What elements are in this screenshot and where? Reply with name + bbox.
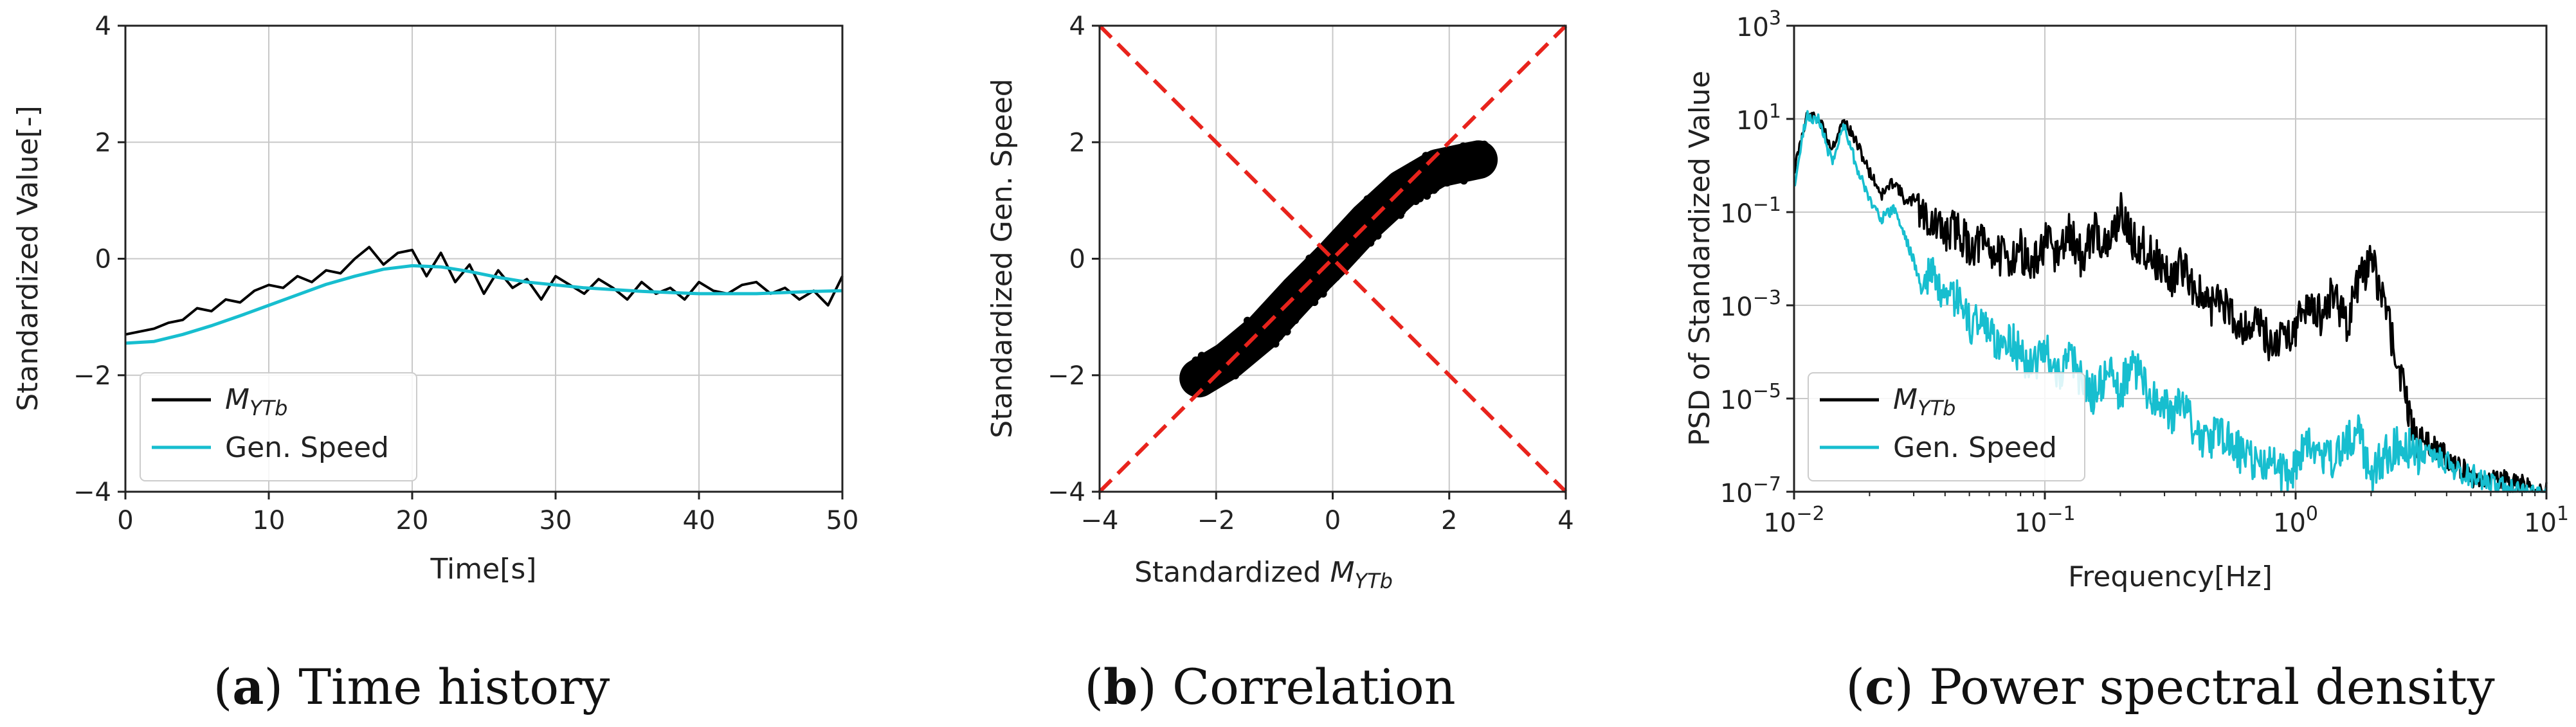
panel-c-xtick-label: 10−2 [1763,503,1824,538]
panel-c-frame [1793,24,2548,493]
caption-a-text: Time history [283,658,610,715]
panel-b-xlabel: Standardized MYTb [1134,556,1393,593]
panel-a-legend-speed-label: Gen. Speed [225,431,389,464]
panel-a: 0 10 20 30 40 50 −4 −2 0 2 4 Time[s] Standardized … [12,12,858,586]
panel-c-xtick-label: 10−1 [2014,503,2075,538]
panel-b-ytick-label: −4 [1048,478,1085,507]
panel-c-legend-mytb-main: M [1893,383,1918,416]
panel-b-xtick-label: −4 [1081,506,1119,535]
panel-b-xtick-label: 0 [1325,506,1341,535]
panel-c-legend-speed-label: Gen. Speed [1893,431,2057,464]
panel-b-ticks: −4 −2 0 2 4 −4 −2 0 2 4 [1048,12,1574,535]
caption-a-letter: a [232,658,264,715]
panel-c-legend-box [1808,372,2085,481]
panel-a-xtick-label: 0 [117,506,133,535]
panel-a-ytick-label: 4 [95,12,111,41]
panel-a-ytick-label: −2 [73,361,111,391]
caption-c-letter: c [1865,658,1894,715]
panel-b-reference-line-antidiagonal [1098,24,1568,494]
panel-a-series [125,246,844,345]
panel-a-xtick-label: 40 [683,506,716,535]
caption-a: (a) Time history [213,658,610,715]
panel-c-ytick-label: 10−7 [1720,473,1781,508]
panel-b-xlabel-math: M [1330,556,1355,589]
panel-c-legend: MYTb Gen. Speed [1808,372,2085,481]
panel-c-ytick-label: 103 [1736,7,1781,42]
panel-a-legend: MYTb Gen. Speed [140,372,417,481]
panel-b-xtick-label: 4 [1557,506,1574,535]
panel-c-xtick-label: 101 [2524,503,2569,538]
panel-a-legend-mytb-main: M [225,383,249,416]
panel-c-series-gen-speed [1793,110,2548,493]
panel-c-legend-mytb-label: MYTb [1893,383,1955,420]
panel-a-legend-box [140,372,417,481]
panel-c-ytick-label: 10−3 [1720,287,1781,322]
panel-b-ytick-label: 2 [1069,128,1085,157]
panel-a-ylabel: Standardized Value[-] [12,105,44,411]
panel-a-ytick-label: 2 [95,128,111,157]
caption-b: (b) Correlation [1084,658,1455,715]
panel-b-ytick-label: 0 [1069,245,1085,274]
panel-a-series-gen-speed [125,264,843,345]
panel-b-ytick-label: −2 [1048,361,1085,391]
panel-b-xlabel-sub: YTb [1355,569,1393,593]
panel-c: 10−2 10−1 100 101 10−7 10−5 10−3 10−1 101 103 Fre… [1683,7,2569,593]
caption-c: (c) Power spectral density [1846,658,2494,715]
panel-c-ytick-label: 10−1 [1720,193,1781,229]
panel-b: −4 −2 0 2 4 −4 −2 0 2 4 Standardized MYTb Standar… [986,12,1574,593]
caption-b-text: Correlation [1157,658,1456,715]
panel-a-xtick-label: 20 [396,506,429,535]
panel-b-ylabel: Standardized Gen. Speed [986,78,1019,438]
panel-c-ytick-label: 10−5 [1720,380,1781,415]
panel-a-legend-mytb-sub: YTb [249,396,287,420]
panel-a-xtick-label: 50 [826,506,859,535]
panel-c-xlabel: Frequency[Hz] [2068,561,2272,593]
panel-a-xlabel: Time[s] [430,553,537,586]
panel-b-reference-line-diagonal [1098,24,1568,494]
panel-b-xlabel-text: Standardized [1134,556,1330,589]
panel-b-xtick-label: −2 [1197,506,1235,535]
panel-a-xtick-label: 10 [253,506,286,535]
panel-a-ytick-label: 0 [95,245,111,274]
panel-b-scatter-density [1179,140,1498,398]
panel-c-ytick-label: 101 [1736,100,1781,136]
panel-a-ticks: 0 10 20 30 40 50 −4 −2 0 2 4 [73,12,858,535]
panel-a-legend-mytb-label: MYTb [225,383,287,420]
panel-b-xtick-label: 2 [1441,506,1457,535]
panel-a-ytick-label: −4 [73,478,111,507]
panel-b-reference-lines [1098,24,1568,494]
caption-c-text: Power spectral density [1914,658,2495,715]
caption-b-letter: b [1103,658,1138,715]
panel-c-xtick-label: 100 [2273,503,2318,538]
panel-c-ticks: 10−2 10−1 100 101 10−7 10−5 10−3 10−1 101 103 [1720,7,2569,538]
panel-c-legend-mytb-sub: YTb [1918,396,1955,420]
panel-b-ytick-label: 4 [1069,12,1085,41]
panel-a-xtick-label: 30 [540,506,572,535]
panel-c-series [1793,110,2548,493]
panel-c-ylabel: PSD of Standardized Value [1683,71,1716,446]
